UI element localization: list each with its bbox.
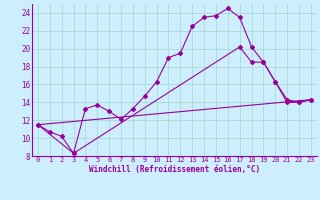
X-axis label: Windchill (Refroidissement éolien,°C): Windchill (Refroidissement éolien,°C): [89, 165, 260, 174]
